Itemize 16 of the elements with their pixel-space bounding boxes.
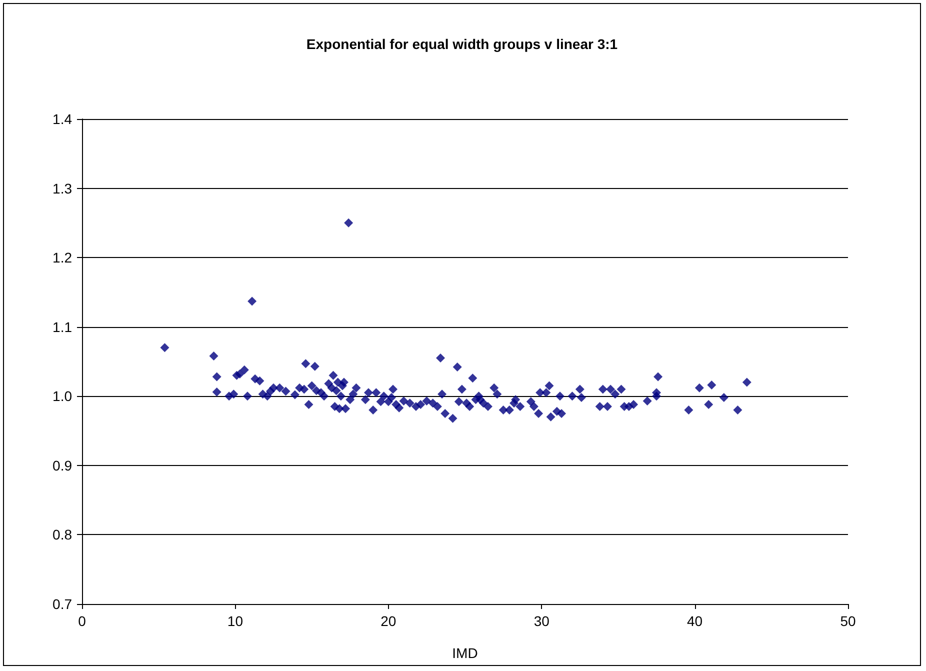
x-axis-title: IMD xyxy=(452,645,478,661)
chart-title: Exponential for equal width groups v linear 3:1 xyxy=(306,36,618,52)
x-tick-label: 40 xyxy=(687,613,703,629)
y-tick-label: 0.9 xyxy=(52,457,72,474)
x-tick-label: 50 xyxy=(840,613,856,629)
y-tick-label: 1.3 xyxy=(52,180,72,196)
y-tick-label: 1.1 xyxy=(52,318,72,335)
x-tick-label: 0 xyxy=(78,613,86,629)
x-tick-label: 10 xyxy=(227,613,244,629)
x-tick-label: 20 xyxy=(380,613,396,629)
y-tick-label: 1.4 xyxy=(52,111,72,127)
x-tick-label: 30 xyxy=(534,613,550,629)
y-tick-label: 0.7 xyxy=(52,596,72,612)
y-tick-label: 1.2 xyxy=(52,250,72,266)
y-tick-label: 0.8 xyxy=(52,526,72,543)
y-tick-label: 1.0 xyxy=(52,388,72,404)
